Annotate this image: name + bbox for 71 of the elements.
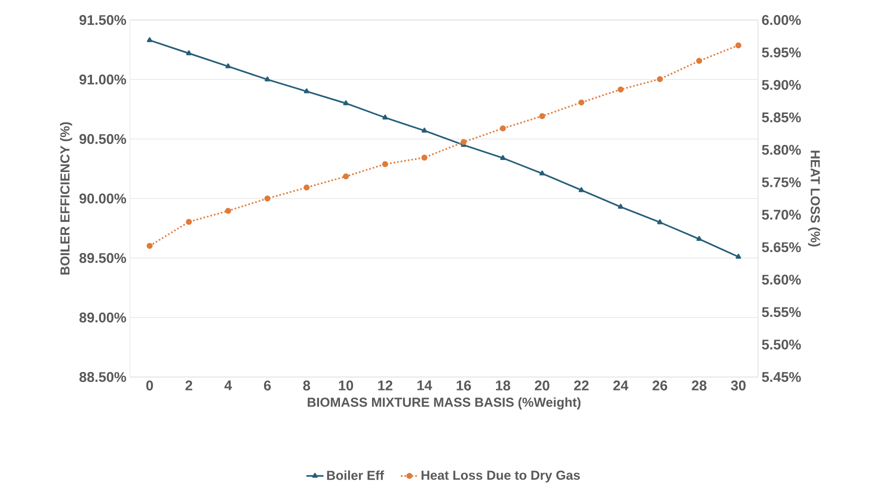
x-tick-label: 2 [185,380,192,390]
y-tick-label: 90.00% [79,194,126,204]
y-tick-label: 89.00% [79,312,126,322]
x-axis-title: BIOMASS MIXTURE MASS BASIS (%Weight) [308,397,580,410]
x-tick-label: 20 [534,380,550,390]
point [500,155,506,160]
point [382,161,388,168]
x-tick-label: 24 [613,380,628,390]
x-tick-label: 6 [264,380,271,390]
point [225,63,231,68]
y2-tick-label: 5.65% [762,242,801,252]
legend-label: Heat Loss Due to Dry Gas [422,470,580,482]
y-tick-label: 91.00% [79,74,126,84]
y2-tick-label: 5.45% [762,372,801,382]
point [343,100,349,106]
point [422,128,428,133]
x-tick-label: 30 [730,380,746,390]
x-tick-label: 18 [496,380,510,390]
point [186,50,192,56]
point [342,173,349,180]
y2-tick-label: 5.90% [762,80,801,90]
x-tick-label: 16 [456,380,471,390]
y-tick-label: 88.50% [79,372,126,382]
y2-tick-label: 5.95% [762,47,801,58]
point [618,86,624,92]
y2-tick-label: 5.55% [762,307,801,318]
legend-label: Boiler Eff [327,470,384,480]
point [656,76,663,82]
y2-tick-label: 6.00% [762,15,801,25]
y2-tick-label: 5.85% [762,112,801,122]
point [264,196,270,202]
point [460,139,467,146]
y2-tick-label: 5.80% [762,144,801,155]
point [618,204,624,209]
point [539,113,546,120]
y2-axis-title: HEAT LOSS (%) [808,150,820,246]
x-tick-label: 0 [146,380,153,390]
point [146,242,153,249]
y-tick-label: 91.50% [79,15,126,25]
point [735,42,742,48]
point [578,99,584,106]
y-tick-label: 89.50% [79,253,126,263]
point [186,218,192,225]
x-tick-label: 4 [224,380,232,390]
point [304,88,310,94]
y2-tick-label: 5.60% [762,274,801,285]
point [500,125,506,132]
point [225,208,232,214]
y-axis-title: BOILER EFFICIENCY (%) [60,122,72,275]
y2-tick-label: 5.70% [762,210,801,220]
x-tick-label: 8 [303,380,310,390]
x-tick-label: 12 [378,380,392,390]
point [264,76,270,82]
point [146,37,152,42]
point [736,254,742,259]
point [657,219,663,224]
point [578,187,584,192]
point [421,154,428,161]
x-tick-label: 22 [574,380,589,390]
y2-tick-label: 5.75% [762,177,801,188]
y-tick-label: 90.50% [79,134,126,144]
x-tick-label: 28 [692,380,706,390]
point [696,58,702,64]
point [304,184,310,190]
x-tick-label: 14 [417,380,432,390]
point [539,170,545,176]
y2-tick-label: 5.50% [762,340,801,350]
x-tick-label: 26 [652,380,668,390]
point [696,236,702,241]
point [382,114,388,120]
x-tick-label: 10 [338,380,354,390]
